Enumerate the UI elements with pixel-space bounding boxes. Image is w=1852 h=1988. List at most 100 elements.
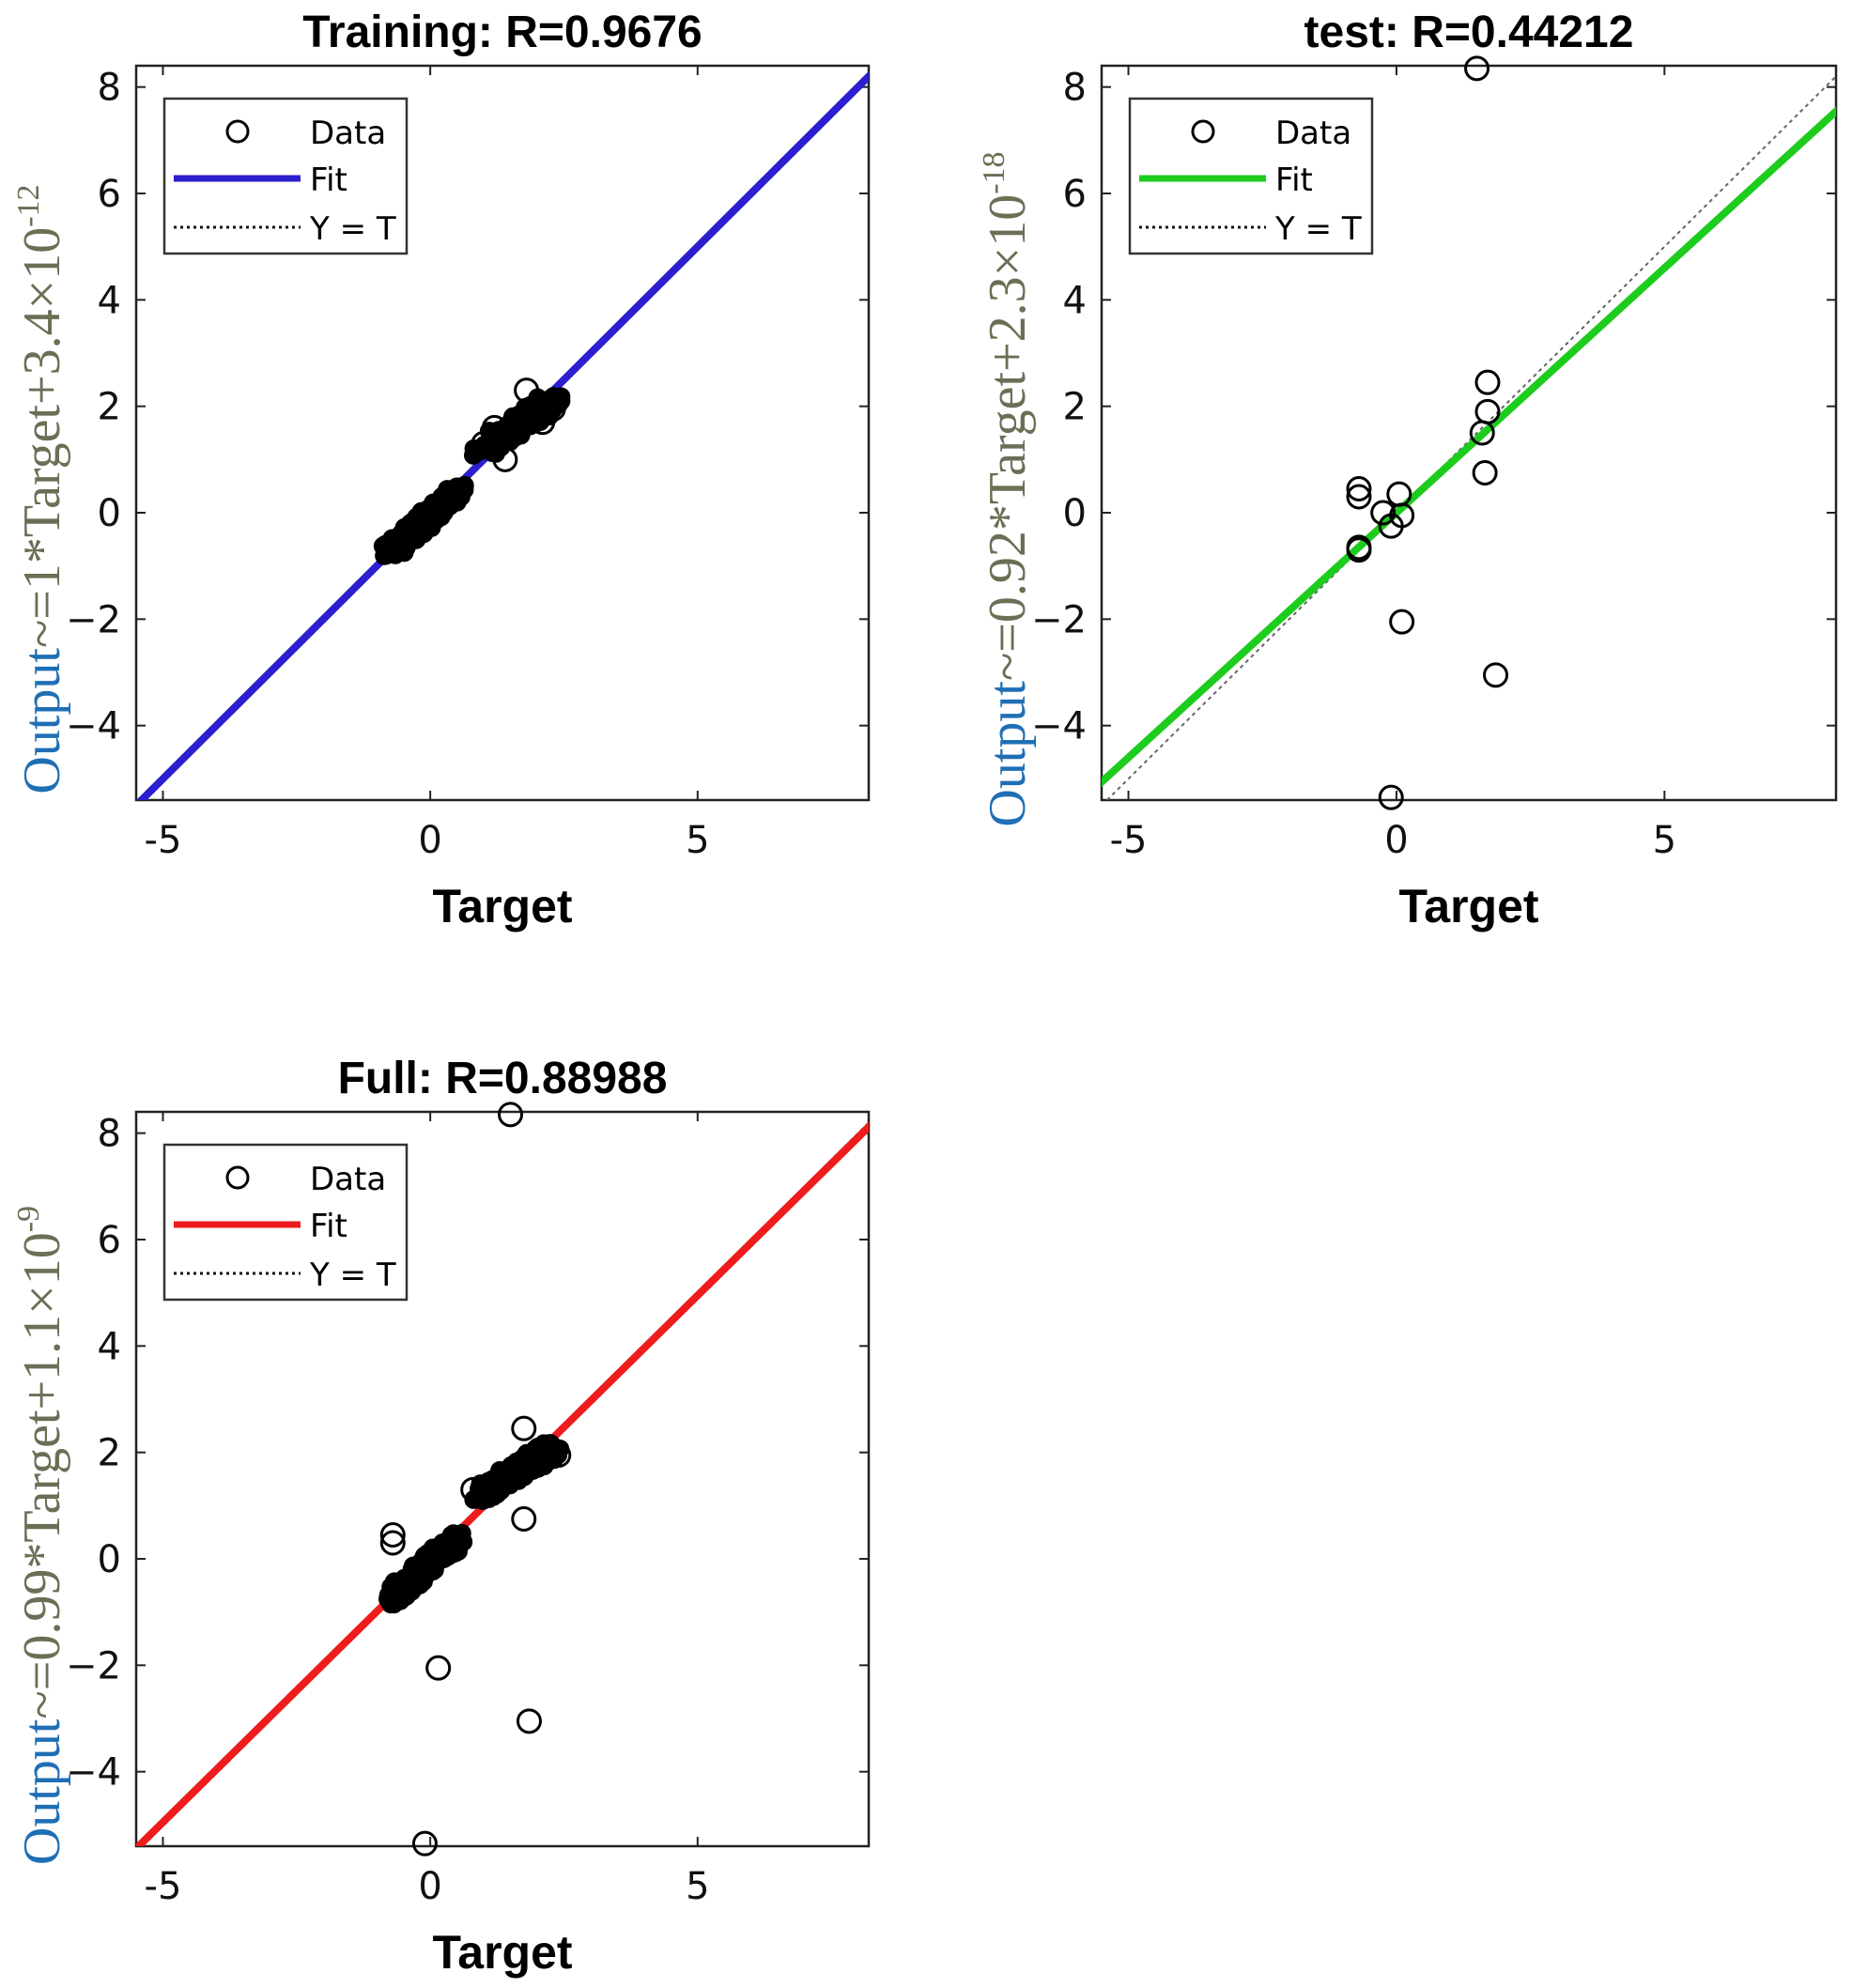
- subplot-2: -5 0 5 −4 −2 0 2 4 6 8 Data Fit Y = T test: R=0.44212…: [977, 8, 1838, 932]
- y-tick-label: 6: [1063, 173, 1087, 216]
- x-tick-label: 0: [418, 1865, 441, 1908]
- y-tick-label: 4: [98, 1325, 121, 1368]
- y-axis-label: Output~=1*Target+3.4×10-12: [11, 184, 71, 794]
- plot-content: [136, 70, 869, 800]
- y-tick-label: 8: [98, 1113, 121, 1156]
- y-tick-label: 6: [98, 173, 121, 216]
- y-axis-label-equation: ~=0.99*Target+1.1×10: [13, 1232, 71, 1718]
- data-point: [453, 478, 472, 498]
- data-point: [517, 1458, 537, 1478]
- data-point: [1464, 55, 1490, 82]
- data-point: [530, 409, 556, 436]
- legend-data-marker: [225, 119, 250, 144]
- data-point: [492, 446, 518, 472]
- y-tick-label: 4: [98, 279, 121, 322]
- plot-content: [136, 1121, 869, 1846]
- x-tick-label: 0: [418, 819, 441, 862]
- y-axis-label-exponent: -9: [11, 1206, 46, 1232]
- legend-data-marker: [1191, 119, 1215, 144]
- legend: Data Fit Y = T: [1128, 97, 1374, 255]
- x-tick-label: -5: [1110, 819, 1148, 862]
- data-point: [481, 414, 507, 440]
- data-point: [442, 1544, 462, 1564]
- data-point: [402, 1569, 422, 1589]
- data-point: [407, 528, 426, 547]
- y-axis-label-exponent: -18: [977, 151, 1011, 193]
- legend-identity-label: Y = T: [1274, 210, 1362, 248]
- legend-data-label: Data: [310, 115, 386, 152]
- y-tick-label: 2: [1063, 386, 1087, 429]
- data-cluster: [378, 1523, 473, 1614]
- x-tick-label: 5: [686, 819, 709, 862]
- data-point: [386, 1586, 406, 1606]
- data-point: [512, 414, 532, 434]
- data-point: [511, 1415, 537, 1441]
- y-axis-label: Output~=0.99*Target+1.1×10-9: [11, 1206, 71, 1865]
- y-tick-label: −2: [66, 598, 121, 641]
- y-axis-label-equation: ~=1*Target+3.4×10: [13, 227, 71, 648]
- legend-identity-label: Y = T: [309, 1256, 396, 1294]
- data-point: [1469, 420, 1495, 446]
- x-tick-label: 5: [686, 1865, 709, 1908]
- y-tick-label: 8: [1063, 67, 1087, 110]
- y-tick-label: 2: [98, 1432, 121, 1475]
- subplot-3: -5 0 5 −4 −2 0 2 4 6 8 Data Fit Y = T Full: R=0.88988…: [11, 1054, 871, 1979]
- y-tick-label: −2: [1031, 598, 1087, 641]
- x-axis-label: Target: [432, 1926, 572, 1979]
- y-tick-label: 0: [1063, 492, 1087, 535]
- data-point: [1346, 484, 1372, 510]
- x-tick-label: -5: [145, 1865, 182, 1908]
- data-point: [516, 1708, 542, 1734]
- fit-line: [1102, 106, 1836, 788]
- y-tick-label: 4: [1063, 279, 1087, 322]
- y-axis-label-output: Output: [979, 681, 1037, 827]
- data-point: [460, 1476, 486, 1503]
- data-point: [425, 1655, 452, 1681]
- chart-title: Training: R=0.9676: [302, 8, 702, 57]
- y-tick-label: 6: [98, 1219, 121, 1262]
- legend-data-marker: [225, 1165, 250, 1190]
- legend-data-label: Data: [1275, 115, 1351, 152]
- legend-fit-label: Fit: [1275, 162, 1313, 199]
- y-tick-label: 2: [98, 386, 121, 429]
- chart-title: test: R=0.44212: [1304, 8, 1634, 57]
- data-cluster: [464, 1434, 570, 1510]
- data-point: [379, 1522, 406, 1548]
- y-tick-label: 8: [98, 67, 121, 110]
- data-point: [1370, 500, 1397, 526]
- y-axis-label-output: Output: [13, 648, 71, 794]
- y-axis-label-equation: ~=0.92*Target+2.3×10: [979, 194, 1037, 681]
- data-point: [379, 1530, 406, 1556]
- y-tick-label: 0: [98, 492, 121, 535]
- data-point: [502, 1468, 522, 1487]
- y-tick-label: −4: [66, 1751, 121, 1795]
- plot-content: [1102, 75, 1836, 800]
- data-point: [418, 505, 438, 525]
- data-point: [514, 378, 540, 404]
- data-point: [411, 1830, 438, 1857]
- subplot-1: -5 0 5 −4 −2 0 2 4 6 8 Data Fit Y = T Training: R=0.9…: [11, 8, 871, 932]
- y-axis-label: Output~=0.92*Target+2.3×10-18: [977, 151, 1037, 826]
- y-axis-label-exponent: -12: [11, 184, 46, 226]
- legend-fit-label: Fit: [310, 162, 347, 199]
- data-cluster: [373, 475, 474, 565]
- data-point: [511, 1506, 537, 1532]
- x-tick-label: 5: [1653, 819, 1676, 862]
- data-point: [1472, 460, 1498, 485]
- data-point: [546, 1442, 572, 1468]
- x-axis-label: Target: [1398, 880, 1538, 932]
- legend-identity-label: Y = T: [309, 210, 396, 248]
- chart-title: Full: R=0.88988: [338, 1054, 668, 1103]
- data-point: [437, 495, 456, 515]
- data-point: [438, 480, 457, 500]
- data-point: [451, 1525, 471, 1545]
- data-point: [1378, 784, 1404, 810]
- data-point: [391, 541, 410, 561]
- data-point: [1378, 513, 1404, 539]
- x-axis-label: Target: [432, 880, 572, 932]
- data-point: [486, 1474, 505, 1494]
- data-point: [498, 1102, 524, 1128]
- x-tick-label: 0: [1384, 819, 1408, 862]
- legend-data-label: Data: [310, 1161, 386, 1198]
